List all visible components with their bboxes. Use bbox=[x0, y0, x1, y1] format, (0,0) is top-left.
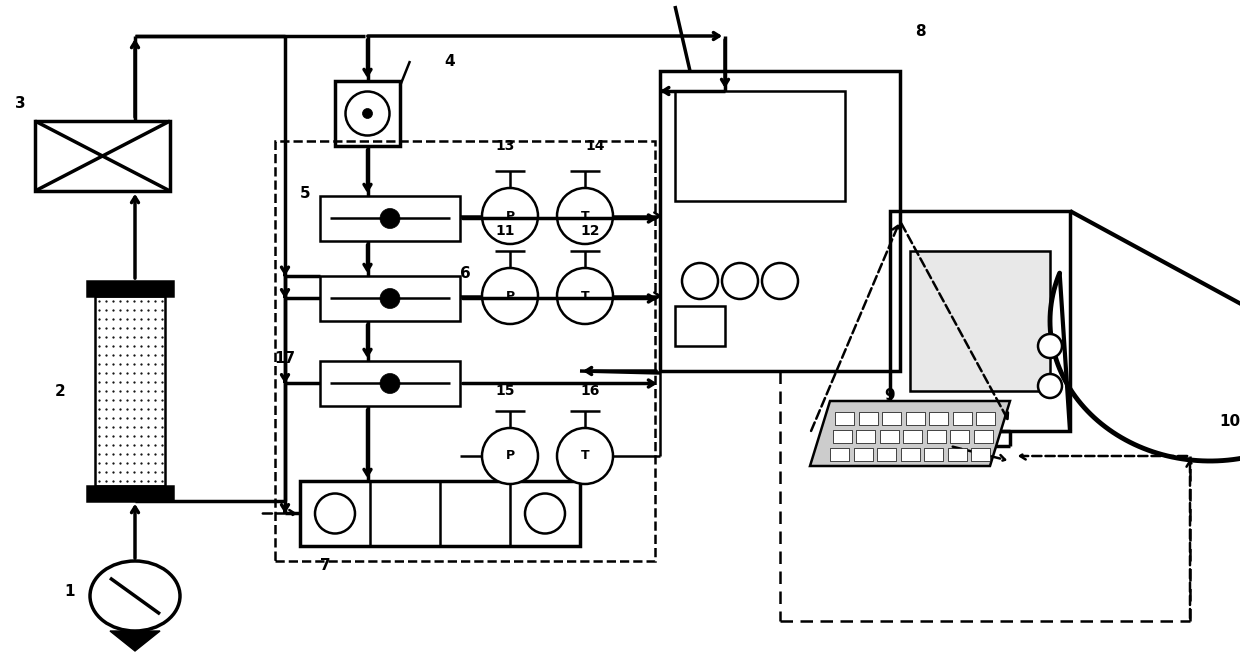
Text: 5: 5 bbox=[300, 186, 310, 201]
Text: 2: 2 bbox=[55, 383, 66, 399]
Bar bbox=[903, 430, 923, 443]
Text: 7: 7 bbox=[320, 559, 331, 574]
Bar bbox=[320, 276, 460, 321]
Text: 14: 14 bbox=[585, 139, 605, 153]
Bar bbox=[35, 121, 170, 191]
Circle shape bbox=[1038, 334, 1061, 358]
Circle shape bbox=[379, 288, 401, 309]
Bar bbox=[335, 81, 401, 146]
Text: 8: 8 bbox=[915, 24, 925, 38]
Bar bbox=[87, 281, 174, 296]
Bar bbox=[910, 251, 1050, 391]
Bar bbox=[835, 412, 854, 425]
Bar bbox=[929, 412, 949, 425]
Bar bbox=[879, 430, 899, 443]
Bar bbox=[832, 430, 852, 443]
Bar bbox=[890, 211, 1070, 431]
Text: T: T bbox=[580, 210, 589, 223]
Text: 15: 15 bbox=[495, 384, 515, 398]
Polygon shape bbox=[110, 631, 160, 651]
Text: P: P bbox=[506, 290, 515, 303]
Bar bbox=[924, 448, 942, 461]
Bar bbox=[971, 448, 990, 461]
Text: 9: 9 bbox=[884, 389, 895, 403]
Text: 1: 1 bbox=[64, 584, 76, 598]
Text: 16: 16 bbox=[580, 384, 600, 398]
Circle shape bbox=[682, 263, 718, 299]
Bar bbox=[320, 196, 460, 241]
Circle shape bbox=[346, 91, 389, 136]
Circle shape bbox=[763, 263, 799, 299]
Bar bbox=[660, 71, 900, 371]
Text: T: T bbox=[580, 290, 589, 303]
Circle shape bbox=[482, 428, 538, 484]
Circle shape bbox=[379, 208, 401, 229]
Bar bbox=[952, 412, 971, 425]
Bar bbox=[675, 91, 844, 201]
Bar bbox=[675, 306, 725, 346]
Circle shape bbox=[557, 188, 613, 244]
Text: 12: 12 bbox=[580, 224, 600, 238]
Text: 6: 6 bbox=[460, 266, 470, 281]
Bar bbox=[882, 412, 901, 425]
Text: 4: 4 bbox=[445, 54, 455, 69]
Bar bbox=[900, 448, 920, 461]
Bar bbox=[95, 296, 165, 486]
Text: 17: 17 bbox=[274, 351, 295, 366]
Circle shape bbox=[557, 428, 613, 484]
Bar bbox=[275, 141, 655, 561]
Bar bbox=[830, 448, 849, 461]
Text: P: P bbox=[506, 210, 515, 223]
Bar bbox=[905, 412, 925, 425]
Bar bbox=[87, 486, 174, 501]
Circle shape bbox=[315, 494, 355, 533]
Circle shape bbox=[362, 108, 372, 118]
Bar bbox=[950, 430, 968, 443]
Text: T: T bbox=[580, 449, 589, 463]
Circle shape bbox=[482, 268, 538, 324]
Bar bbox=[853, 448, 873, 461]
Text: 3: 3 bbox=[15, 95, 25, 110]
Circle shape bbox=[482, 188, 538, 244]
Bar bbox=[947, 448, 966, 461]
Bar bbox=[856, 430, 875, 443]
Circle shape bbox=[557, 268, 613, 324]
Circle shape bbox=[722, 263, 758, 299]
Text: 10: 10 bbox=[1219, 414, 1240, 428]
Polygon shape bbox=[810, 401, 1011, 466]
Bar bbox=[858, 412, 878, 425]
Circle shape bbox=[525, 494, 565, 533]
Bar bbox=[926, 430, 945, 443]
Bar bbox=[300, 481, 580, 546]
Bar bbox=[973, 430, 992, 443]
Text: 13: 13 bbox=[495, 139, 515, 153]
Circle shape bbox=[1038, 374, 1061, 398]
Bar bbox=[976, 412, 994, 425]
Bar bbox=[877, 448, 897, 461]
Text: P: P bbox=[506, 449, 515, 463]
Bar bbox=[320, 361, 460, 406]
Text: 11: 11 bbox=[495, 224, 515, 238]
Circle shape bbox=[379, 373, 401, 393]
